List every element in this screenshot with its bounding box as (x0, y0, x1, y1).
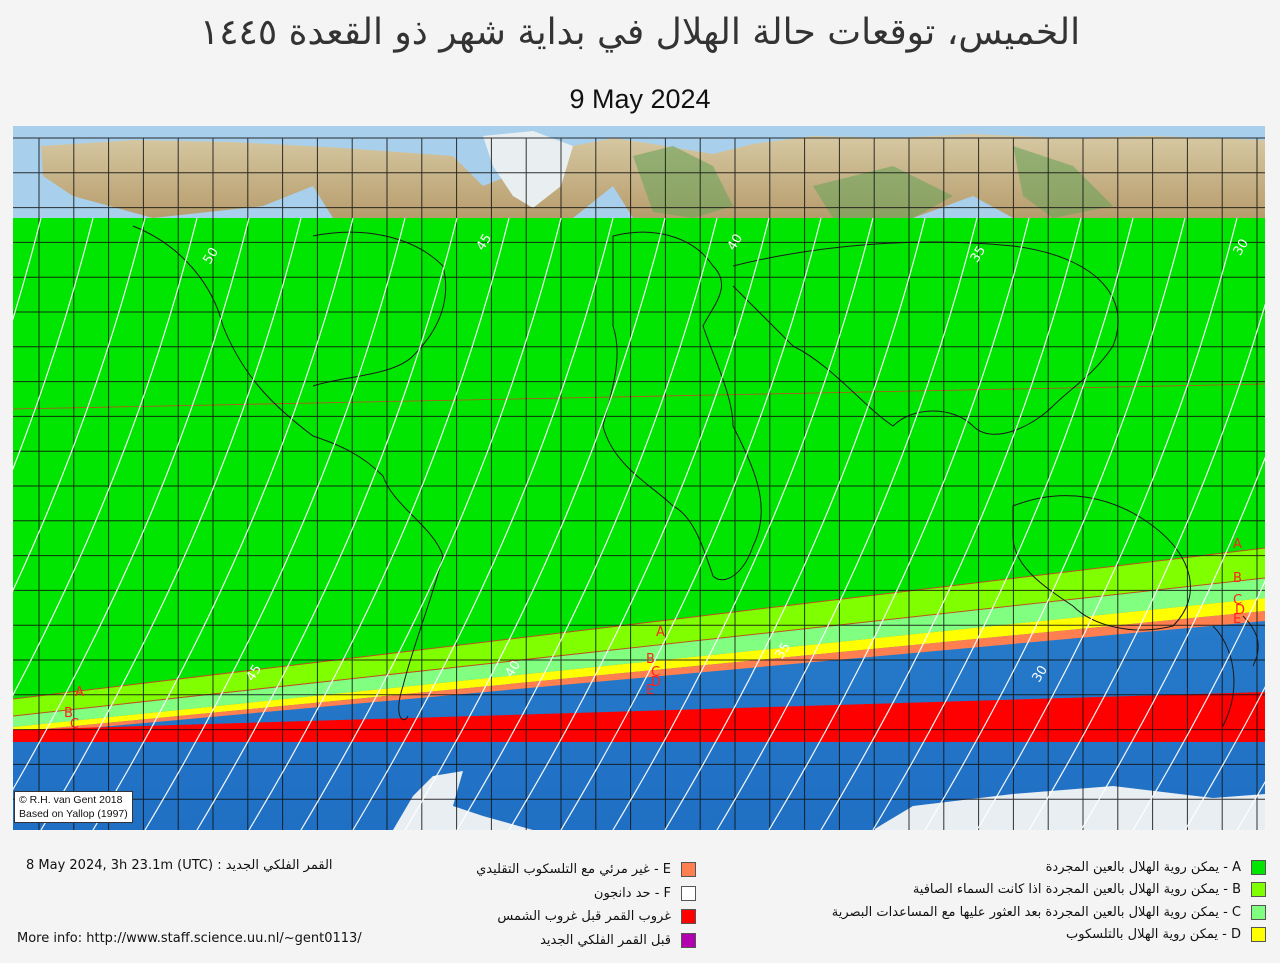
contour-label-30-south: 30 (1030, 663, 1051, 685)
contour-label-30-north: 30 (1231, 237, 1252, 259)
zone-marker-b-west: B (64, 706, 73, 721)
credit-source: Based on Yallop (1997) (19, 808, 128, 820)
zone-marker-d-east: D (1235, 603, 1245, 618)
antarctica-land (393, 771, 1265, 830)
legend-item-b: B - يمكن روية الهلال بالعين المجردة اذا … (913, 879, 1266, 902)
visibility-map: 50 45 40 35 30 45 40 35 30 A B C A B C D… (13, 126, 1265, 830)
new-moon-info: 8 May 2024, 3h 23.1m (UTC) القمر الفلكي … (26, 858, 333, 873)
legend-item-e: E - غير مرئي مع التلسكوب التقليدي (476, 858, 696, 882)
legend-item-f: F - حد دانجون (594, 882, 696, 906)
contour-label-50-north: 50 (201, 245, 222, 267)
zone-marker-c-east: C (1233, 593, 1242, 608)
legend-swatch-moonset (681, 909, 696, 925)
legend-label-a: A - يمكن روية الهلال بالعين المجردة (1045, 859, 1241, 875)
contour-labels: 50 45 40 35 30 45 40 35 30 (201, 232, 1253, 686)
legend-swatch-f (681, 885, 696, 901)
visibility-zones (13, 218, 1265, 742)
zone-marker-a-mid: A (656, 625, 665, 640)
legend-label-e: E - غير مرئي مع التلسكوب التقليدي (476, 862, 671, 878)
green-vegetation (633, 146, 1113, 218)
legend-swatch-b (1251, 882, 1266, 898)
zone-d (13, 598, 1265, 732)
greenland-land (483, 131, 573, 208)
new-moon-label: القمر الفلكي الجديد : (217, 858, 333, 873)
legend-item-a: A - يمكن روية الهلال بالعين المجردة (1046, 856, 1266, 879)
zone-marker-b-mid: B (646, 652, 655, 667)
legend-item-before-new-moon: قبل القمر الفلكي الجديد (540, 929, 696, 953)
contour-label-40-north: 40 (725, 232, 746, 254)
more-info-link[interactable]: More info: http://www.staff.science.uu.n… (17, 931, 362, 946)
legend-swatch-before-new-moon (681, 932, 696, 948)
credit-author: © R.H. van Gent 2018 (19, 794, 123, 806)
zone-marker-e-mid: E (646, 683, 654, 698)
legend-label-before-new-moon: قبل القمر الفلكي الجديد (540, 932, 671, 948)
zone-c (13, 578, 1265, 727)
zone-e (13, 611, 1265, 735)
page-title: الخميس، توقعات حالة الهلال في بداية شهر … (199, 12, 1081, 53)
zone-a (13, 218, 1265, 699)
contour-label-40-south: 40 (503, 658, 524, 680)
zone-marker-a-west: A (75, 685, 84, 700)
legend-swatch-c (1251, 904, 1266, 920)
legend-middle: E - غير مرئي مع التلسكوب التقليدي F - حد… (476, 858, 696, 952)
lat-lon-grid (13, 137, 1265, 830)
legend-swatch-d (1251, 927, 1266, 943)
legend-label-c: C - يمكن روية الهلال بالعين المجردة بعد … (831, 904, 1241, 920)
page-date: 9 May 2024 (569, 84, 711, 114)
legend-right: A - يمكن روية الهلال بالعين المجردة B - … (832, 856, 1266, 946)
contour-label-45-north: 45 (474, 232, 495, 254)
zone-marker-a-east: A (1233, 537, 1242, 552)
altitude-contours (13, 217, 1265, 830)
legend-label-b: B - يمكن روية الهلال بالعين المجردة اذا … (912, 882, 1241, 898)
legend-item-moonset: غروب القمر قبل غروب الشمس (497, 905, 696, 929)
contour-label-45-south: 45 (244, 662, 265, 684)
zone-marker-e-east: E (1233, 612, 1241, 627)
legend-swatch-e (681, 862, 696, 878)
contour-label-35-south: 35 (773, 640, 794, 662)
legend-item-c: C - يمكن روية الهلال بالعين المجردة بعد … (832, 901, 1266, 924)
zone-marker-c-mid: C (651, 665, 660, 680)
map-credit: © R.H. van Gent 2018 Based on Yallop (19… (14, 791, 133, 823)
zone-marker-c-west: C (70, 717, 79, 732)
legend-item-d: D - يمكن روية الهلال بالتلسكوب (1066, 924, 1266, 947)
contour-label-35-north: 35 (968, 244, 989, 266)
legend-swatch-a (1251, 859, 1266, 875)
zone-markers: A B C A B C D E A B C D E (64, 537, 1245, 732)
legend-label-d: D - يمكن روية الهلال بالتلسكوب (1066, 927, 1241, 943)
new-moon-value: 8 May 2024, 3h 23.1m (UTC) (26, 858, 214, 873)
legend-label-moonset: غروب القمر قبل غروب الشمس (497, 909, 671, 925)
legend-label-f: F - حد دانجون (593, 885, 671, 901)
zone-marker-b-east: B (1233, 571, 1242, 586)
zone-marker-d-mid: D (651, 675, 661, 690)
